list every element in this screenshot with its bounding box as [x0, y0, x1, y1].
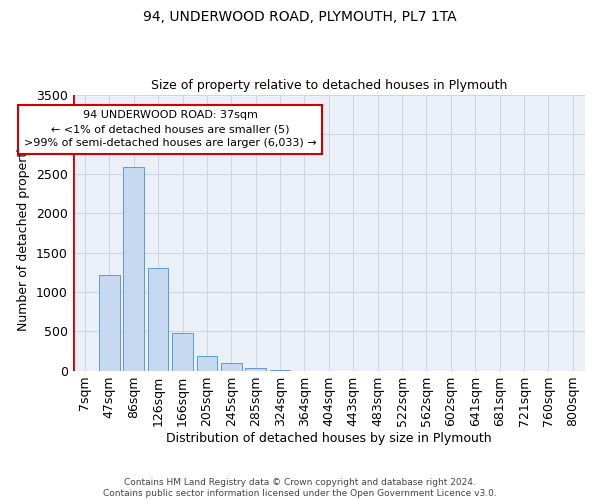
- Bar: [99, 274, 119, 371]
- Bar: [197, 356, 217, 371]
- Title: Size of property relative to detached houses in Plymouth: Size of property relative to detached ho…: [151, 79, 507, 92]
- Text: 94 UNDERWOOD ROAD: 37sqm
← <1% of detached houses are smaller (5)
>99% of semi-d: 94 UNDERWOOD ROAD: 37sqm ← <1% of detach…: [24, 110, 317, 148]
- Text: Contains HM Land Registry data © Crown copyright and database right 2024.
Contai: Contains HM Land Registry data © Crown c…: [103, 478, 497, 498]
- Bar: [245, 368, 266, 371]
- Y-axis label: Number of detached properties: Number of detached properties: [17, 134, 31, 332]
- Bar: [270, 370, 290, 371]
- Bar: [124, 167, 144, 371]
- Text: 94, UNDERWOOD ROAD, PLYMOUTH, PL7 1TA: 94, UNDERWOOD ROAD, PLYMOUTH, PL7 1TA: [143, 10, 457, 24]
- Bar: [221, 364, 242, 371]
- Bar: [172, 333, 193, 371]
- Bar: [148, 268, 169, 371]
- X-axis label: Distribution of detached houses by size in Plymouth: Distribution of detached houses by size …: [166, 432, 491, 445]
